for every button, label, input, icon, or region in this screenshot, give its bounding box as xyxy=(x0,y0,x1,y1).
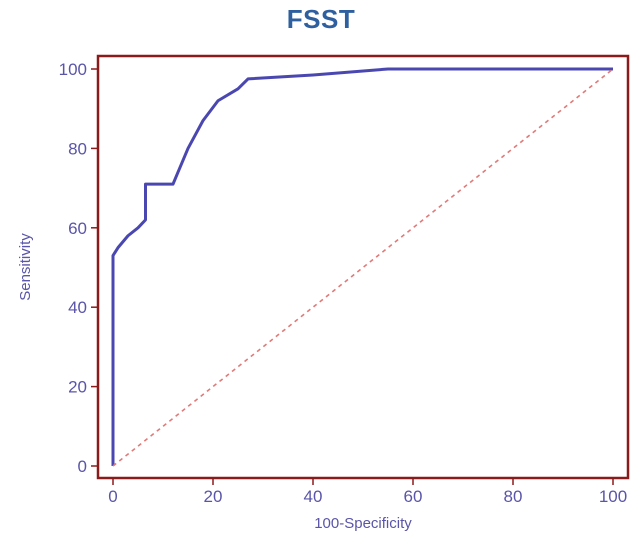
roc-curve xyxy=(111,67,613,466)
y-tick-label: 0 xyxy=(78,457,87,476)
y-tick-label: 80 xyxy=(68,139,87,158)
x-tick-label: 80 xyxy=(504,487,523,506)
y-axis-label: Sensitivity xyxy=(17,233,34,301)
chart-title: FSST xyxy=(286,4,356,34)
y-tick-label: 20 xyxy=(68,378,87,397)
x-axis-label: 100-Specificity xyxy=(314,515,412,532)
y-tick-label: 100 xyxy=(59,60,87,79)
y-tick-label: 60 xyxy=(68,219,87,238)
plot-frame xyxy=(96,54,630,480)
x-tick-label: 40 xyxy=(304,487,323,506)
x-tick-label: 100 xyxy=(599,487,627,506)
x-tick-label: 60 xyxy=(404,487,423,506)
reference-diagonal-line xyxy=(112,68,614,467)
y-tick-label: 40 xyxy=(68,298,87,317)
x-tick-label: 20 xyxy=(204,487,223,506)
x-tick-label: 0 xyxy=(108,487,117,506)
